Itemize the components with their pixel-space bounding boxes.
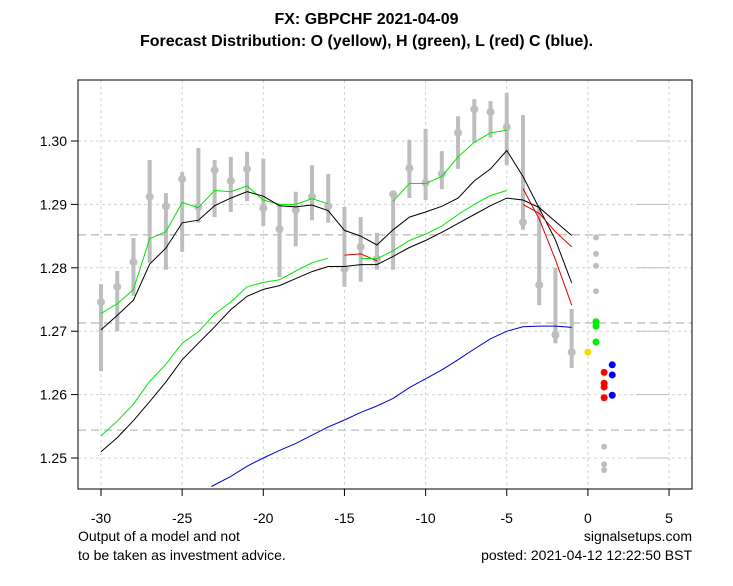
- low-forecast-dot: [600, 383, 608, 391]
- range-bar-close-dot: [567, 348, 576, 357]
- range-bar-close-dot: [161, 202, 170, 211]
- y-tick-label: 1.26: [40, 387, 67, 403]
- distribution-dot: [601, 461, 608, 468]
- distribution-dot: [593, 250, 600, 257]
- range-bar-close-dot: [145, 192, 154, 201]
- range-bar-close-dot: [243, 164, 252, 173]
- reference-lines: [78, 234, 692, 431]
- x-tick-label: -5: [501, 510, 514, 526]
- range-bar-close-dot: [405, 164, 414, 173]
- range-bar-close-dot: [97, 298, 105, 307]
- range-bar-close-dot: [535, 280, 544, 289]
- range-bar-close-dot: [437, 169, 446, 178]
- source-site: signalsetups.com: [583, 528, 692, 544]
- range-bar-close-dot: [454, 128, 463, 137]
- disclaimer-line-2: to be taken as investment advice.: [78, 547, 286, 563]
- chart-subtitle: Forecast Distribution: O (yellow), H (gr…: [139, 33, 594, 50]
- range-bar-close-dot: [291, 206, 300, 215]
- series-line-lower-black: [100, 197, 573, 453]
- high-forecast-dot: [592, 322, 600, 330]
- x-tick-label: -20: [253, 510, 273, 526]
- range-bar-close-dot: [502, 123, 511, 132]
- range-bar-close-dot: [129, 258, 138, 267]
- y-tick-label: 1.27: [40, 323, 67, 339]
- distribution-dot: [593, 262, 600, 269]
- series-line-upper-red: [522, 188, 573, 306]
- close-forecast-dot: [608, 371, 616, 379]
- y-tick-label: 1.29: [40, 196, 67, 212]
- range-bar-close-dot: [551, 331, 560, 340]
- range-bar-close-dot: [324, 202, 333, 211]
- series-line-close-average-blue: [211, 325, 572, 487]
- series-line-lower-green: [100, 257, 329, 437]
- range-bar-close-dot: [307, 192, 316, 201]
- close-forecast-dot: [608, 361, 616, 369]
- x-tick-label: -10: [415, 510, 435, 526]
- range-bar-close-dot: [275, 225, 284, 234]
- range-bars: [97, 92, 576, 372]
- distribution-dot: [601, 443, 608, 450]
- x-tick-label: -15: [334, 510, 354, 526]
- range-bar-close-dot: [389, 190, 398, 199]
- range-bar-close-dot: [113, 282, 122, 291]
- grid: [78, 80, 692, 489]
- distribution-dot: [593, 234, 600, 241]
- series-line-upper-black: [100, 149, 573, 331]
- low-forecast-dot: [600, 394, 608, 402]
- range-bar-close-dot: [178, 175, 187, 184]
- low-forecast-dot: [600, 368, 608, 376]
- range-bar-close-dot: [226, 176, 235, 185]
- range-bar-close-dot: [259, 204, 268, 213]
- chart-title: FX: GBPCHF 2021-04-09: [274, 11, 459, 28]
- forecast-points: [584, 234, 616, 474]
- disclaimer-line-1: Output of a model and not: [78, 528, 240, 544]
- plot-frame: [77, 79, 693, 490]
- range-bar-close-dot: [421, 178, 430, 187]
- range-bar-close-dot: [340, 265, 349, 274]
- y-tick-label: 1.25: [40, 450, 67, 466]
- x-tick-label: 0: [584, 510, 592, 526]
- series-line-upper-green: [100, 185, 329, 314]
- x-tick-label: 5: [665, 510, 673, 526]
- distribution-dot: [593, 288, 600, 295]
- range-bar-close-dot: [486, 107, 495, 116]
- range-bar-close-dot: [518, 218, 527, 227]
- range-bar-close-dot: [210, 166, 219, 175]
- series-lines: [100, 129, 573, 487]
- axes: 1.25 1.26 1.27 1.28 1.29 1.30 -30 -25 -20 -15 -10 -…: [40, 133, 673, 526]
- range-bar-close-dot: [470, 105, 479, 114]
- y-tick-label: 1.30: [40, 133, 67, 149]
- x-tick-label: -30: [91, 510, 111, 526]
- series-line-lower-red: [522, 203, 573, 248]
- high-forecast-dot: [592, 338, 600, 346]
- distribution-dot: [601, 467, 608, 474]
- series-line-lower-green: [360, 190, 507, 260]
- range-bar-close-dot: [356, 242, 365, 251]
- open-forecast-dot: [584, 348, 592, 356]
- close-forecast-dot: [608, 391, 616, 399]
- x-tick-label: -25: [172, 510, 192, 526]
- y-tick-label: 1.28: [40, 260, 67, 276]
- series-line-upper-green: [392, 129, 507, 202]
- posted-timestamp: posted: 2021-04-12 12:22:50 BST: [481, 547, 692, 563]
